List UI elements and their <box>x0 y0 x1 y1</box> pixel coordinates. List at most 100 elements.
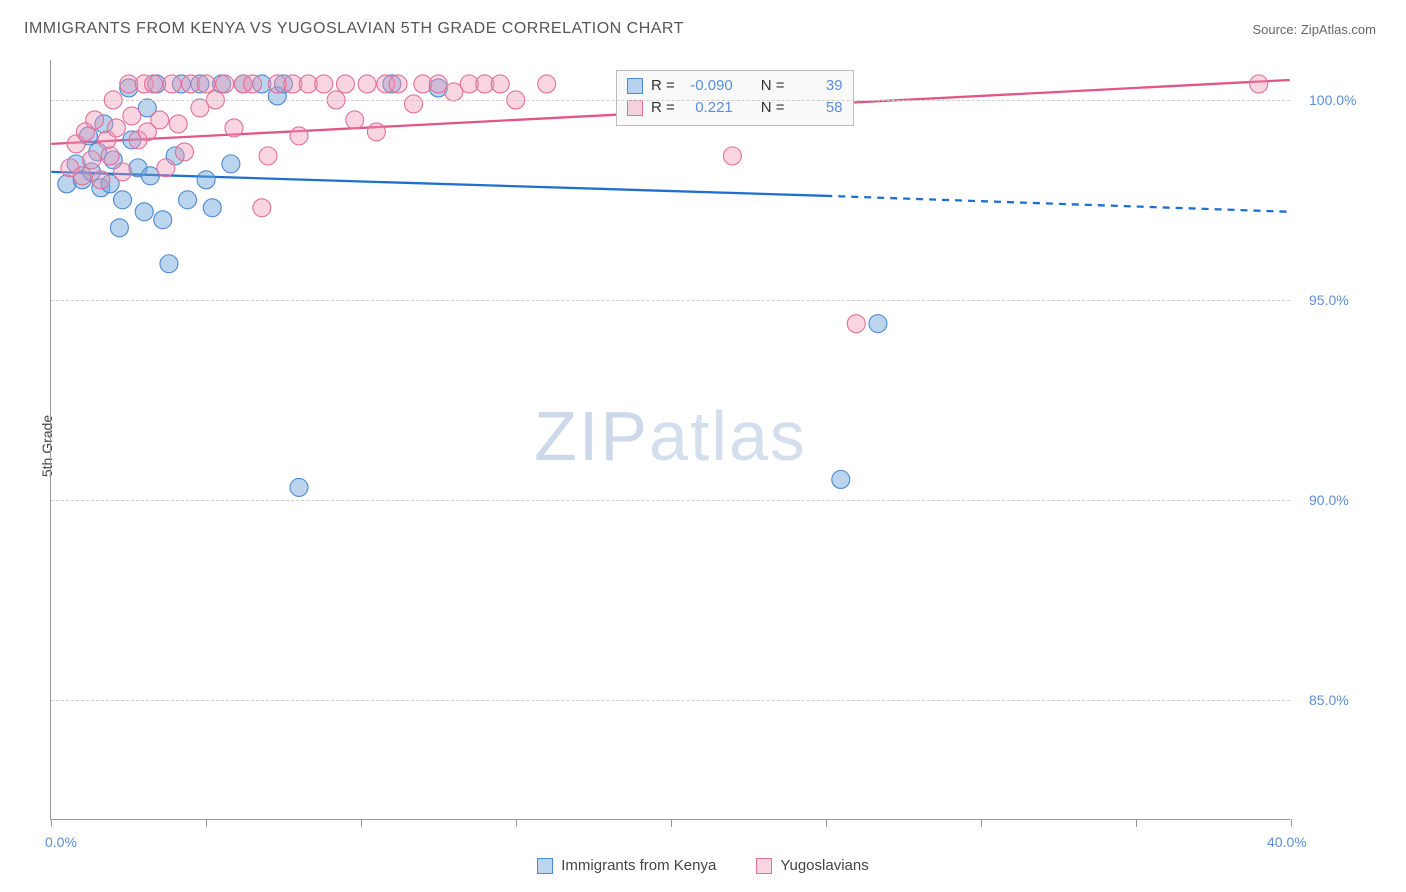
x-tick <box>671 819 672 827</box>
legend-r-value: -0.090 <box>683 75 733 97</box>
bottom-legend-item: Yugoslavians <box>756 857 868 874</box>
scatter-point <box>92 171 110 189</box>
scatter-point <box>197 75 215 93</box>
scatter-point <box>429 79 447 97</box>
legend-row: R = -0.090 N = 39 <box>627 75 843 97</box>
scatter-point <box>179 191 197 209</box>
scatter-point <box>101 147 119 165</box>
legend-swatch <box>537 858 553 874</box>
scatter-point <box>104 151 122 169</box>
scatter-point <box>107 119 125 137</box>
scatter-point <box>429 75 447 93</box>
scatter-point <box>83 163 101 181</box>
y-tick-label: 90.0% <box>1309 492 1349 508</box>
scatter-point <box>58 175 76 193</box>
legend-swatch <box>627 100 643 116</box>
legend-r-label: R = <box>651 75 675 97</box>
scatter-point <box>414 75 432 93</box>
scatter-point <box>222 155 240 173</box>
scatter-point <box>290 478 308 496</box>
scatter-point <box>460 75 478 93</box>
gridline <box>51 500 1290 501</box>
scatter-point <box>832 470 850 488</box>
y-tick-label: 100.0% <box>1309 92 1356 108</box>
scatter-point <box>538 75 556 93</box>
bottom-legend-item: Immigrants from Kenya <box>537 857 716 874</box>
scatter-point <box>123 131 141 149</box>
x-tick <box>981 819 982 827</box>
scatter-point <box>253 199 271 217</box>
scatter-point <box>101 175 119 193</box>
scatter-point <box>225 119 243 137</box>
trend-lines-layer <box>51 60 1290 819</box>
watermark-thin: atlas <box>649 397 807 475</box>
watermark-bold: ZIP <box>534 397 649 475</box>
scatter-point <box>138 123 156 141</box>
watermark: ZIPatlas <box>534 396 807 476</box>
scatter-point <box>869 315 887 333</box>
scatter-point <box>123 107 141 125</box>
legend-swatch <box>756 858 772 874</box>
chart-title: IMMIGRANTS FROM KENYA VS YUGOSLAVIAN 5TH… <box>24 20 684 38</box>
source-name: ZipAtlas.com <box>1301 22 1376 37</box>
trendline-dashed <box>825 196 1289 212</box>
scatter-point <box>299 75 317 93</box>
scatter-point <box>491 75 509 93</box>
scatter-point <box>144 75 162 93</box>
scatter-point <box>67 135 85 153</box>
scatter-point <box>1250 75 1268 93</box>
scatter-point <box>346 111 364 129</box>
scatter-point <box>847 315 865 333</box>
x-tick <box>206 819 207 827</box>
gridline <box>51 300 1290 301</box>
scatter-point <box>98 131 116 149</box>
scatter-point <box>129 131 147 149</box>
correlation-legend: R =-0.090N =39R =0.221N =58 <box>616 70 854 126</box>
scatter-point <box>114 163 132 181</box>
scatter-point <box>445 83 463 101</box>
scatter-point <box>89 143 107 161</box>
legend-n-value: 39 <box>793 75 843 97</box>
scatter-point <box>172 75 190 93</box>
scatter-points-layer <box>51 60 1290 819</box>
scatter-point <box>169 115 187 133</box>
scatter-point <box>216 75 234 93</box>
x-tick <box>51 819 52 827</box>
scatter-point <box>191 75 209 93</box>
y-tick-label: 85.0% <box>1309 692 1349 708</box>
scatter-point <box>268 75 286 93</box>
scatter-point <box>138 99 156 117</box>
bottom-legend-label: Immigrants from Kenya <box>561 857 716 874</box>
scatter-point <box>284 75 302 93</box>
scatter-point <box>76 123 94 141</box>
scatter-point <box>234 75 252 93</box>
scatter-point <box>95 115 113 133</box>
scatter-point <box>268 87 286 105</box>
scatter-point <box>191 99 209 117</box>
x-tick <box>516 819 517 827</box>
scatter-point <box>92 179 110 197</box>
scatter-point <box>476 75 494 93</box>
scatter-point <box>197 171 215 189</box>
chart-container: IMMIGRANTS FROM KENYA VS YUGOSLAVIAN 5TH… <box>0 0 1406 892</box>
x-tick <box>361 819 362 827</box>
scatter-point <box>61 159 79 177</box>
scatter-point <box>163 75 181 93</box>
scatter-point <box>110 219 128 237</box>
legend-n-label: N = <box>761 75 785 97</box>
scatter-point <box>141 167 159 185</box>
scatter-point <box>154 211 172 229</box>
trendline-solid <box>51 172 825 196</box>
scatter-point <box>114 191 132 209</box>
scatter-point <box>389 75 407 93</box>
x-tick <box>1291 819 1292 827</box>
scatter-point <box>129 159 147 177</box>
scatter-point <box>275 75 293 93</box>
scatter-point <box>79 127 97 145</box>
plot-area: ZIPatlas R =-0.090N =39R =0.221N =58 85.… <box>50 60 1290 820</box>
scatter-point <box>166 147 184 165</box>
source-attribution: Source: ZipAtlas.com <box>1252 22 1376 37</box>
source-prefix: Source: <box>1252 22 1300 37</box>
scatter-point <box>213 75 231 93</box>
scatter-point <box>253 75 271 93</box>
